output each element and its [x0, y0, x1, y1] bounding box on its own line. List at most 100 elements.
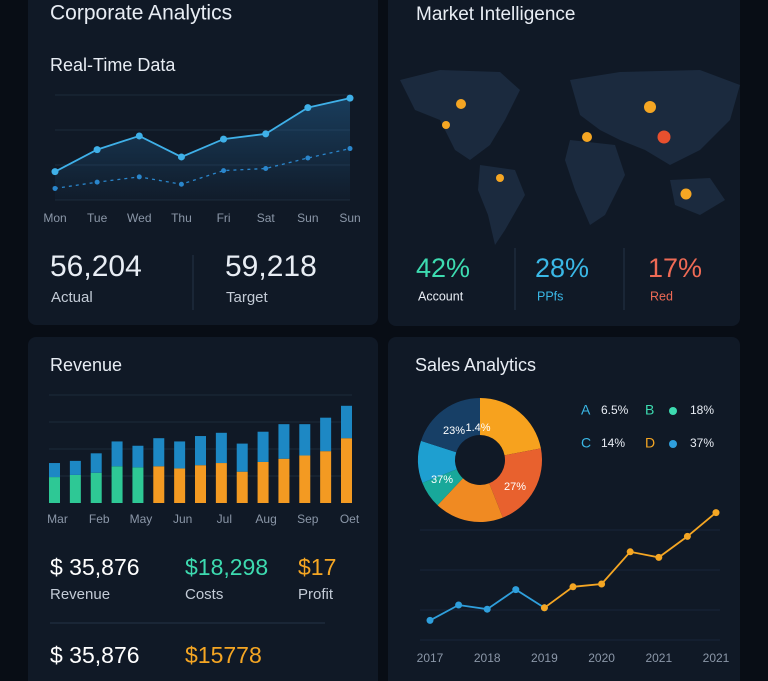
pie-slice [422, 469, 463, 506]
panel [388, 337, 740, 681]
point [712, 509, 720, 517]
stat-value: $17 [298, 554, 336, 580]
x-tick-label: Feb [89, 512, 110, 526]
legend-value: 14% [601, 436, 625, 450]
bar-segment [257, 431, 269, 462]
stat-label: Red [650, 289, 673, 303]
legend-letter: D [645, 435, 655, 451]
stat-value: $ 35,876 [50, 642, 140, 668]
point [540, 604, 548, 612]
point [569, 583, 577, 591]
point [455, 601, 463, 609]
bar-segment [236, 471, 248, 503]
x-tick-label: 2021 [645, 651, 672, 665]
bar-segment [195, 436, 206, 466]
pie-label: 27% [504, 481, 526, 493]
point [220, 135, 228, 143]
bar-segment [236, 443, 248, 472]
point [51, 168, 59, 176]
bar-segment [111, 466, 123, 503]
title: Market Intelligence [416, 4, 575, 25]
point [221, 168, 227, 174]
x-tick-label: Jun [173, 512, 192, 526]
stat-label: Target [226, 289, 269, 306]
legend-dot [669, 407, 677, 415]
bar-segment [153, 438, 165, 467]
bar-segment [153, 466, 165, 503]
legend-letter: C [581, 435, 591, 451]
stat-value: 56,204 [50, 250, 142, 283]
point [347, 146, 353, 152]
legend-value: 6.5% [601, 403, 629, 417]
bar-segment [174, 468, 186, 503]
point [178, 181, 184, 187]
x-tick-label: Oet [340, 512, 360, 526]
point [305, 155, 311, 161]
bar-segment [299, 424, 311, 456]
point [683, 532, 691, 540]
stat-label: Profit [298, 586, 334, 603]
map-markers [442, 99, 692, 200]
x-tick-label: 2020 [588, 651, 615, 665]
bar-segment [215, 432, 227, 464]
point [512, 586, 520, 594]
point [346, 94, 354, 102]
x-tick-label: Thu [171, 211, 192, 225]
stat-label: Revenue [50, 586, 110, 603]
bar-segment [257, 461, 269, 503]
point [52, 185, 58, 191]
title: Sales Analytics [415, 355, 536, 375]
stat-value: 17% [648, 253, 702, 283]
bar-segment [49, 463, 60, 478]
legend-dot [669, 440, 677, 448]
bar-segment [341, 438, 352, 503]
x-tick-label: Wed [127, 211, 151, 225]
point [304, 104, 312, 112]
stat-value: $15778 [185, 642, 262, 668]
stat-value: $ 35,876 [50, 554, 140, 580]
bar-segment [49, 477, 60, 503]
x-tick-label: 2017 [417, 651, 444, 665]
point [136, 174, 142, 180]
stat-value: 59,218 [225, 250, 317, 283]
stat-value: 42% [416, 253, 470, 283]
legend-value: 18% [690, 403, 714, 417]
point [655, 553, 663, 561]
bar-segment [174, 441, 186, 469]
bar-segment [69, 474, 81, 503]
stat-label: Account [418, 289, 464, 303]
bar-segment [299, 455, 311, 503]
bar-segment [90, 453, 102, 473]
stat-label: PPfs [537, 289, 563, 303]
stat-value: 28% [535, 253, 589, 283]
bar-segment [320, 451, 332, 503]
bar-segment [341, 405, 352, 439]
point [263, 166, 269, 171]
subtitle: Real-Time Data [50, 55, 176, 75]
pie-slice [489, 448, 542, 518]
pie-label: 1.4% [465, 422, 490, 434]
x-tick-label: May [130, 512, 153, 526]
x-tick-label: Mon [43, 211, 66, 225]
bar-segment [215, 463, 227, 503]
bar-segment [278, 424, 290, 459]
bar-segment [132, 445, 144, 468]
x-tick-label: Tue [87, 211, 108, 225]
pie-slice [417, 440, 457, 483]
stat-value: $18,298 [185, 554, 268, 580]
panel [28, 337, 378, 681]
stat-label: Costs [185, 586, 223, 603]
x-tick-label: Jul [217, 512, 232, 526]
point [177, 153, 185, 161]
bar-segment [278, 458, 290, 503]
legend-letter: B [645, 402, 654, 418]
line [54, 147, 351, 190]
bar-segment [90, 472, 102, 503]
title: Revenue [50, 355, 122, 375]
line [54, 97, 351, 173]
grid [420, 529, 720, 641]
point [598, 580, 606, 588]
legend-value: 37% [690, 436, 714, 450]
pie-slice [421, 397, 480, 453]
point [94, 179, 100, 185]
